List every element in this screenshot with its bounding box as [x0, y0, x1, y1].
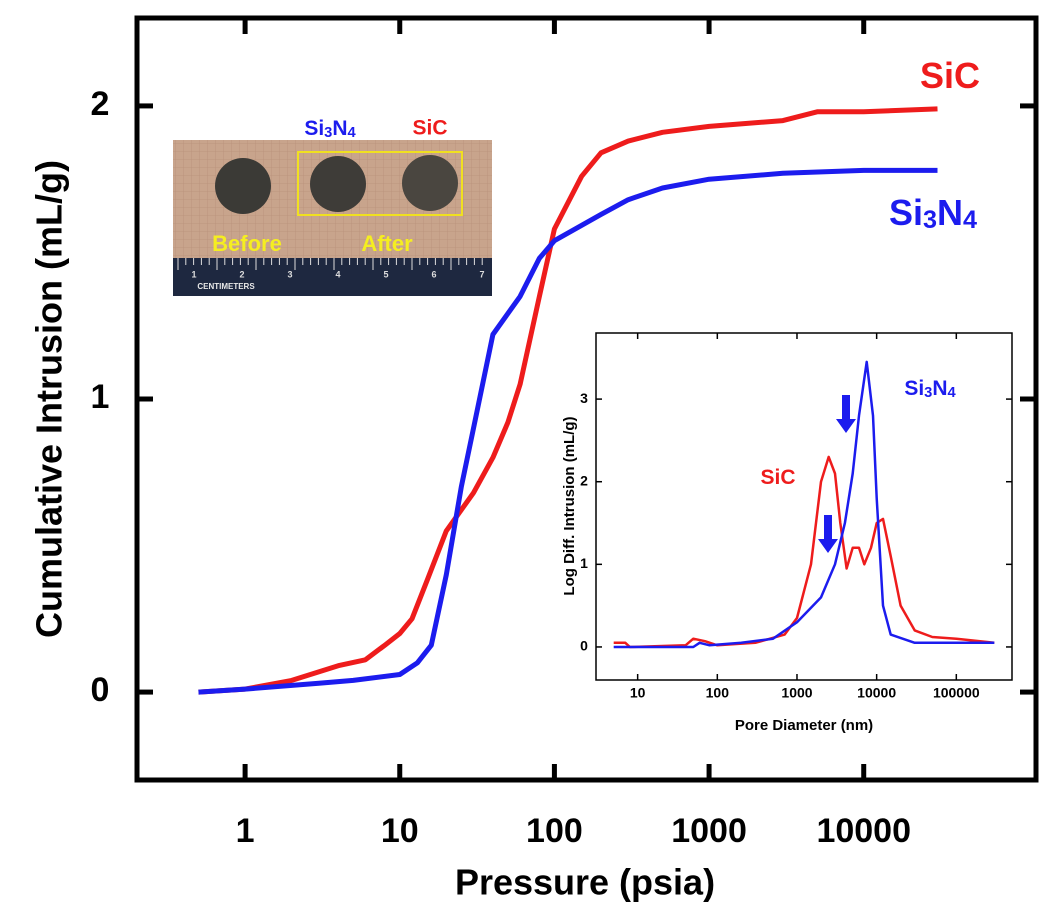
inset-background — [596, 333, 1012, 680]
y-tick-label: 0 — [580, 638, 588, 654]
series-label: Si3N4 — [889, 192, 977, 234]
ruler-number: 2 — [239, 269, 244, 279]
ruler-number: 3 — [287, 269, 292, 279]
x-tick-label: 1 — [236, 812, 255, 850]
ruler-number: 4 — [335, 269, 340, 279]
sample-disc — [402, 155, 458, 211]
ruler-number: 7 — [479, 269, 484, 279]
x-tick-label: 100 — [526, 812, 583, 850]
sample-disc — [215, 158, 271, 214]
photo-label: Before — [212, 231, 282, 256]
ruler-number: 5 — [383, 269, 388, 279]
series-label: SiC — [920, 55, 980, 96]
series-line — [198, 106, 938, 695]
y-axis-label: Cumulative Intrusion (mL/g) — [29, 160, 70, 638]
y-tick-label: 2 — [580, 472, 588, 488]
series-line — [613, 360, 995, 649]
series-line — [198, 167, 938, 695]
x-tick-label: 10 — [381, 812, 419, 850]
arrow — [818, 515, 838, 553]
x-tick-label: 1000 — [671, 812, 747, 850]
photo-label: After — [361, 231, 413, 256]
y-tick-label: 2 — [91, 85, 110, 123]
x-tick-label: 1000 — [781, 685, 812, 701]
photo-label: SiC — [412, 117, 447, 140]
x-axis-label: Pressure (psia) — [455, 862, 715, 903]
y-tick-label: 3 — [580, 390, 588, 406]
arrow — [836, 395, 856, 433]
plot-frame — [595, 332, 1013, 681]
highlight-box — [297, 151, 463, 216]
x-tick-label: 10 — [630, 685, 646, 701]
series-label: SiC — [760, 466, 795, 489]
sample-disc — [310, 156, 366, 212]
y-tick-label: 1 — [91, 378, 110, 416]
ruler-number: 1 — [191, 269, 196, 279]
x-axis-label: Pore Diameter (nm) — [735, 717, 873, 734]
y-tick-label: 1 — [580, 555, 588, 571]
series-label: Si3N4 — [904, 377, 956, 401]
x-tick-label: 100 — [706, 685, 730, 701]
ruler-unit: CENTIMETERS — [197, 282, 255, 291]
x-tick-label: 100000 — [933, 685, 980, 701]
sample-photo: 1 2 3 4 5 6 7 Si3N4 SiC Before After CENTIMETE… — [173, 117, 492, 296]
series-line — [613, 455, 995, 649]
x-tick-label: 10000 — [816, 812, 911, 850]
y-axis-label: Log Diff. Intrusion (mL/g) — [561, 416, 578, 595]
inset-chart: SiC Si3N4 10 100 1000 10000 100000 0 1 2 3 Pore Dia… — [561, 332, 1013, 734]
x-tick-label: 10000 — [857, 685, 896, 701]
photo-label: Si3N4 — [304, 117, 356, 141]
ruler-number: 6 — [431, 269, 436, 279]
ruler-ticks: 1 2 3 4 5 6 7 — [177, 258, 485, 279]
y-tick-label: 0 — [91, 671, 110, 709]
ruler — [173, 258, 492, 296]
